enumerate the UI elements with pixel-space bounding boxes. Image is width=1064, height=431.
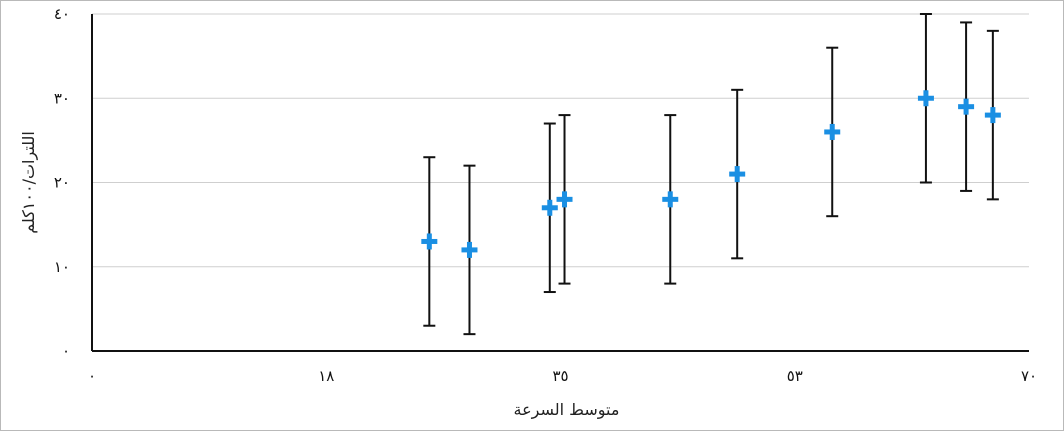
data-point-7 [917,90,934,107]
data-points [421,90,1001,258]
y-tick-label-1: ١٠ [54,258,70,276]
data-point-1 [461,241,478,258]
data-point-0 [421,233,438,250]
data-point-2 [541,199,558,216]
data-point-8 [958,98,975,115]
x-tick-label-4: ٧٠ [1021,367,1037,385]
y-tick-label-4: ٤٠ [54,5,70,23]
data-point-4 [662,191,679,208]
x-tick-label-2: ٣٥ [552,367,568,385]
y-axis-title: اللترات/١٠٠كلم [19,131,39,234]
data-point-9 [984,107,1001,124]
x-tick-labels: ٠ ١٨ ٣٥ ٥٣ ٧٠ [88,367,1037,385]
y-tick-label-2: ٢٠ [54,174,70,192]
data-point-6 [824,123,841,140]
x-tick-label-0: ٠ [88,367,96,385]
y-tick-label-3: ٣٠ [54,89,70,107]
data-point-5 [729,166,746,183]
y-tick-labels: ٠ ١٠ ٢٠ ٣٠ ٤٠ [54,5,70,360]
x-tick-label-3: ٥٣ [787,367,803,385]
x-axis-title: متوسط السرعة [514,400,620,420]
grid-lines [92,13,1029,268]
data-point-3 [556,191,573,208]
error-bars [423,13,999,336]
x-tick-label-1: ١٨ [318,367,334,385]
y-tick-label-0: ٠ [62,342,70,360]
axes [91,14,1029,352]
